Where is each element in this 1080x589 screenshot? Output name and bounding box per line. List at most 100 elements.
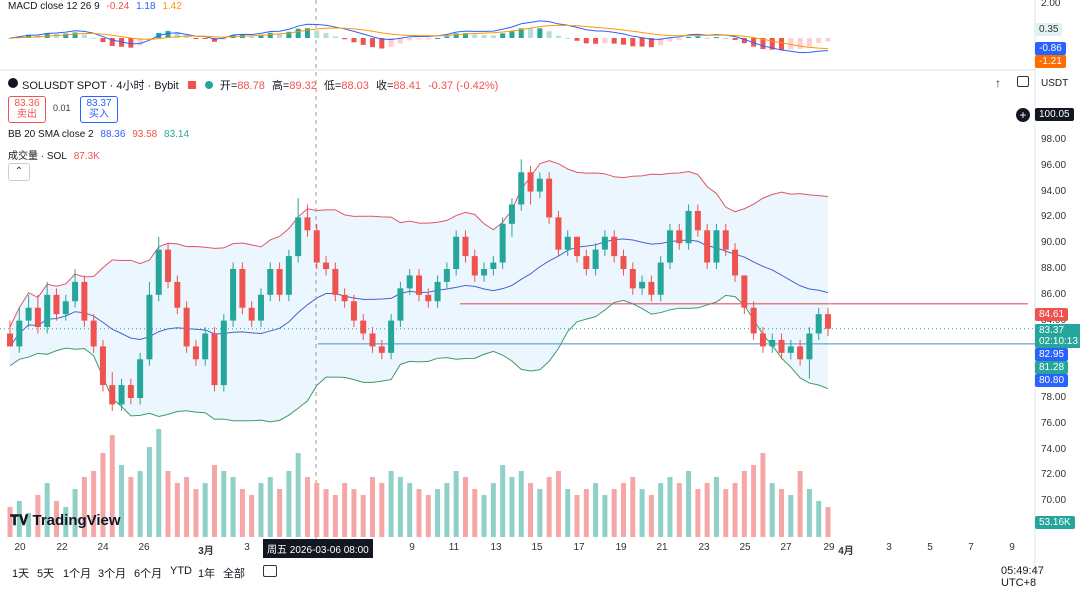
volume-bar [379,483,385,537]
volume-bar [221,471,227,537]
flag-icon[interactable] [187,81,196,89]
macd-hist-tag: 0.35 [1035,23,1063,36]
candle-body [648,281,655,295]
calendar-icon[interactable] [263,565,277,577]
macd-histogram-bar [323,32,329,38]
arrow-up-icon[interactable]: ↑ [995,76,1001,90]
volume-bar [462,477,468,537]
candle-body [704,230,711,263]
volume-bar [500,465,506,537]
time-tick: 25 [739,542,751,553]
macd-histogram-bar [611,38,617,44]
candle-body [285,256,292,295]
volume-bar [528,483,534,537]
candle-body [555,217,562,250]
volume-bar [249,495,255,537]
bb-legend: BB 20 SMA close 2 88.36 93.58 83.14 [8,129,193,140]
time-tick: 20 [14,542,26,553]
macd-histogram-bar [165,31,171,38]
candle-body [453,236,460,269]
candle-body [267,269,274,295]
symbol-title[interactable]: SOLUSDT SPOT · 4小时 · Bybit [22,80,179,92]
candle-body [220,320,227,386]
clock: 05:49:47 UTC+8 [1001,565,1044,589]
range-button[interactable]: 3个月 [98,568,127,580]
price-tick: 76.00 [1041,417,1067,429]
spread-value: 0.01 [53,103,71,113]
volume-bar [806,489,812,537]
price-tick: 94.00 [1041,185,1067,197]
range-button[interactable]: 5天 [37,568,55,580]
candle-body [146,294,153,360]
low-label: 低= [323,80,342,92]
tv-mark-icon: 𝐓𝐕 [10,512,29,528]
volume-bar [230,477,236,537]
candle-body [378,346,385,353]
macd-histogram-bar [277,33,283,38]
screenshot-icon[interactable] [1017,76,1029,87]
bb-basis-value: 88.36 [100,129,126,140]
candle-body [639,281,646,289]
collapse-chevron-icon[interactable]: ⌃ [8,163,30,181]
macd-histogram-bar [481,35,487,38]
range-button[interactable]: 1天 [12,568,30,580]
add-plus-icon[interactable]: + [1016,108,1030,122]
candle-body [239,269,246,308]
candle-body [546,178,553,218]
currency-label[interactable]: USDT [1041,78,1069,89]
volume-bar [202,483,208,537]
candle-body [44,294,51,328]
buy-button[interactable]: 83.37 买入 [80,96,118,123]
macd-histogram-bar [639,38,645,47]
candle-body [406,275,413,289]
price-tick: 86.00 [1041,288,1067,300]
range-button[interactable]: YTD [170,565,192,577]
time-tick: 9 [1009,542,1015,553]
volume-bar [648,495,654,537]
macd-histogram-bar [100,38,106,43]
time-tick: 27 [780,542,792,553]
crosshair-price-tag: 100.05 [1035,108,1074,121]
candle-body [230,269,237,321]
macd-histogram-bar [509,31,515,38]
candle-body [350,301,357,321]
bb-lower-value: 83.14 [164,129,190,140]
range-button[interactable]: 1年 [198,568,216,580]
candle-body [397,288,404,321]
volume-bar [156,429,162,537]
candle-body [137,359,144,398]
macd-histogram-bar [26,34,32,38]
macd-histogram-bar [490,35,496,38]
buy-label: 买入 [89,109,109,120]
macd-histogram-bar [500,33,506,38]
candle-body [518,172,525,205]
volume-bar [713,477,719,537]
candle-body [62,301,69,315]
candle-body [499,223,506,263]
tradingview-logo[interactable]: 𝐓𝐕 TradingView [10,512,121,529]
macd-histogram-bar [593,38,599,44]
macd-histogram-bar [825,38,831,42]
volume-bar [621,483,626,537]
range-button[interactable]: 1个月 [63,568,92,580]
volume-bar [44,483,50,537]
macd-histogram-bar [732,38,738,40]
volume-bar [816,501,822,537]
macd-histogram-bar [528,28,534,38]
candle-body [34,307,41,328]
range-button[interactable]: 全部 [223,568,245,580]
macd-histogram-bar [806,38,812,47]
time-tick: 3 [244,542,250,553]
range-button[interactable]: 6个月 [134,568,163,580]
volume-bar [565,489,571,537]
time-tick: 13 [490,542,502,553]
candle-body [248,307,255,321]
high-value: 89.32 [289,80,317,92]
macd-histogram-bar [72,32,78,38]
sell-button[interactable]: 83.36 卖出 [8,96,46,123]
candle-body [53,294,60,315]
macd-signal-value: 1.42 [162,1,182,12]
volume-bar [472,489,478,537]
volume-bar [723,489,729,537]
